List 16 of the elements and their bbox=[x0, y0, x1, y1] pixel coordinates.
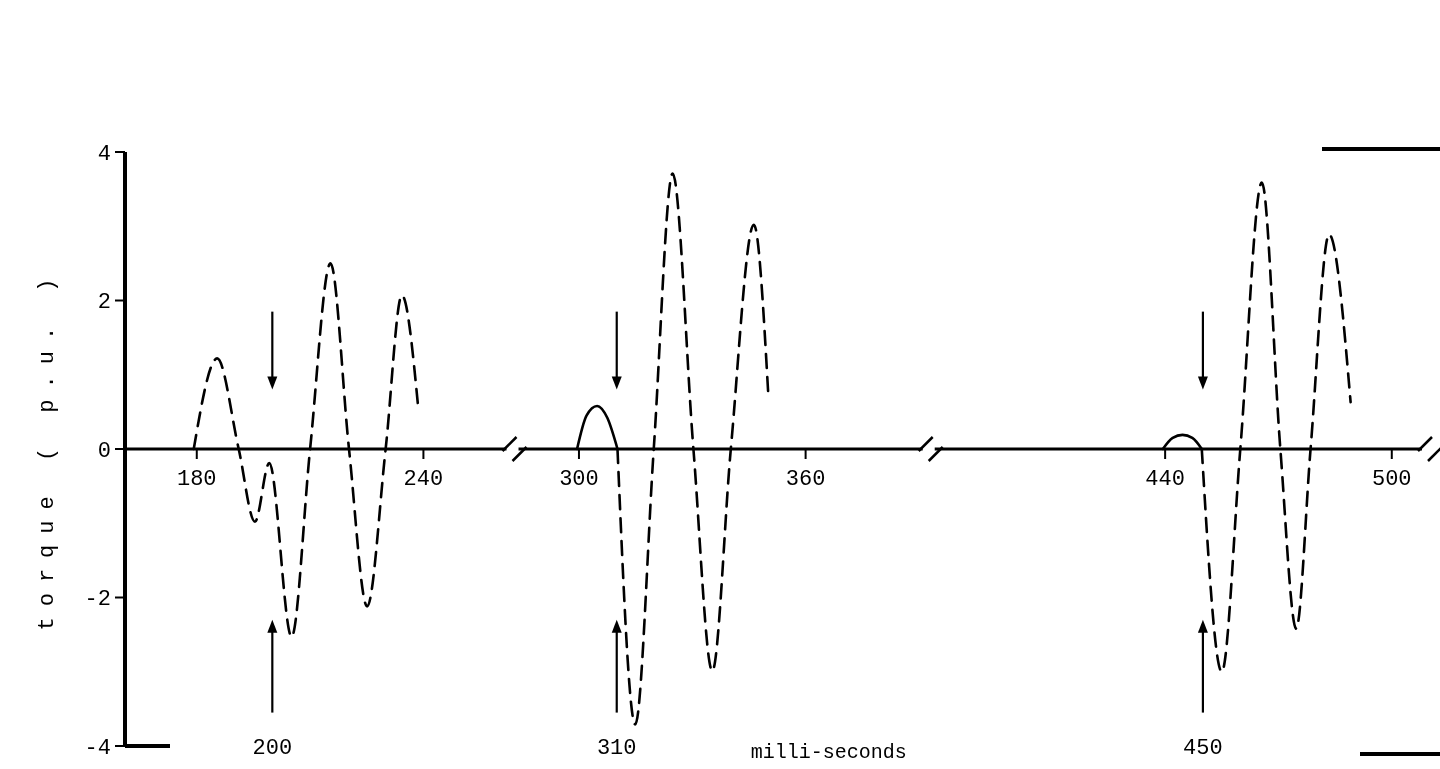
x-tick-label: 500 bbox=[1371, 467, 1412, 492]
ref-line-label: 310 bbox=[596, 735, 637, 761]
y-tick-label: 4 bbox=[97, 141, 111, 167]
y-tick-label: -4 bbox=[84, 735, 111, 761]
x-tick-label: 180 bbox=[176, 467, 217, 492]
y-tick-label: -2 bbox=[84, 587, 111, 613]
x-tick-label: 440 bbox=[1145, 467, 1185, 492]
ref-line-label: 200 bbox=[252, 735, 293, 761]
y-tick-label: 2 bbox=[97, 290, 111, 316]
x-tick-label: 300 bbox=[559, 467, 599, 492]
y-tick-label: 0 bbox=[97, 438, 111, 464]
x-tick-label: 360 bbox=[785, 467, 826, 492]
x-tick-label: 240 bbox=[403, 467, 444, 492]
x-axis-title: milli-seconds bbox=[750, 741, 907, 764]
y-axis-title: torque ( p.u. ) bbox=[35, 267, 60, 631]
ref-line-label: 450 bbox=[1183, 735, 1223, 761]
